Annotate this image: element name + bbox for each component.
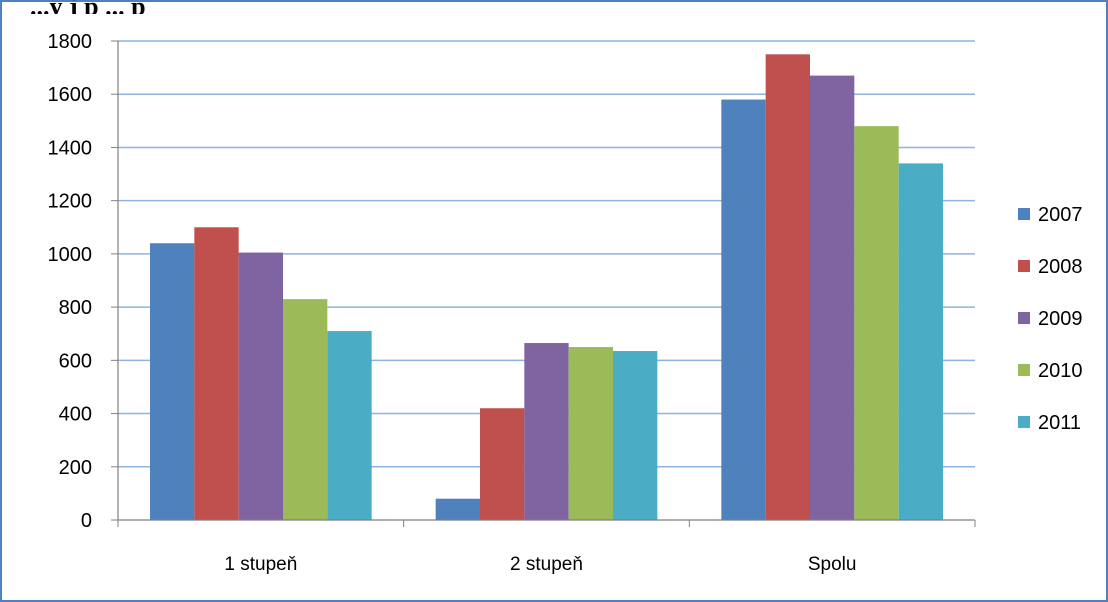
bar-2007-2 bbox=[435, 498, 480, 520]
x-category-label: Spolu bbox=[808, 554, 857, 575]
cut-off-title: ...y j p ... p bbox=[30, 0, 146, 14]
legend-label-2011: 2011 bbox=[1038, 412, 1081, 434]
x-axis-categories: 1 stupeň 2 stupeň Spolu bbox=[224, 554, 856, 575]
y-tick-label: 0 bbox=[81, 510, 92, 532]
bar-2007-1 bbox=[150, 243, 195, 520]
bar-2009-3 bbox=[810, 75, 855, 520]
legend-swatch-2009 bbox=[1018, 312, 1030, 324]
bar-2008-1 bbox=[194, 227, 239, 520]
y-tick-label: 1400 bbox=[48, 137, 93, 159]
bar-2008-2 bbox=[480, 408, 525, 520]
y-tick-label: 1600 bbox=[48, 84, 93, 106]
bar-2011-1 bbox=[327, 331, 372, 520]
legend-swatch-2010 bbox=[1018, 364, 1030, 376]
y-tick-label: 1000 bbox=[48, 244, 93, 266]
y-tick-label: 400 bbox=[59, 404, 92, 426]
x-category-label: 1 stupeň bbox=[224, 554, 297, 575]
x-category-label: 2 stupeň bbox=[510, 554, 583, 575]
y-tick-label: 1200 bbox=[48, 191, 93, 213]
legend: 2007 2008 2009 2010 2011 bbox=[1018, 204, 1083, 434]
bar-2011-3 bbox=[898, 163, 943, 520]
bar-2007-3 bbox=[721, 99, 766, 521]
bars bbox=[150, 54, 943, 521]
bar-2010-3 bbox=[854, 126, 899, 521]
y-tick-label: 1800 bbox=[48, 31, 93, 53]
axes bbox=[111, 40, 976, 527]
legend-swatch-2007 bbox=[1018, 208, 1030, 220]
legend-swatch-2011 bbox=[1018, 416, 1030, 428]
y-axis-ticks: 0 200 400 600 800 1000 1200 1400 1600 1800 bbox=[48, 31, 93, 532]
legend-label-2008: 2008 bbox=[1038, 256, 1083, 278]
y-tick-label: 200 bbox=[59, 457, 92, 479]
legend-label-2009: 2009 bbox=[1038, 308, 1083, 330]
legend-swatch-2008 bbox=[1018, 260, 1030, 272]
bar-2010-2 bbox=[568, 347, 613, 520]
bar-2011-2 bbox=[613, 351, 658, 520]
bar-2008-3 bbox=[765, 54, 810, 521]
y-tick-label: 800 bbox=[59, 297, 92, 319]
legend-label-2007: 2007 bbox=[1038, 204, 1083, 226]
bar-2009-1 bbox=[238, 252, 283, 520]
bar-2009-2 bbox=[524, 343, 569, 520]
legend-label-2010: 2010 bbox=[1038, 360, 1083, 382]
y-tick-label: 600 bbox=[59, 350, 92, 372]
bar-2010-1 bbox=[283, 299, 328, 520]
